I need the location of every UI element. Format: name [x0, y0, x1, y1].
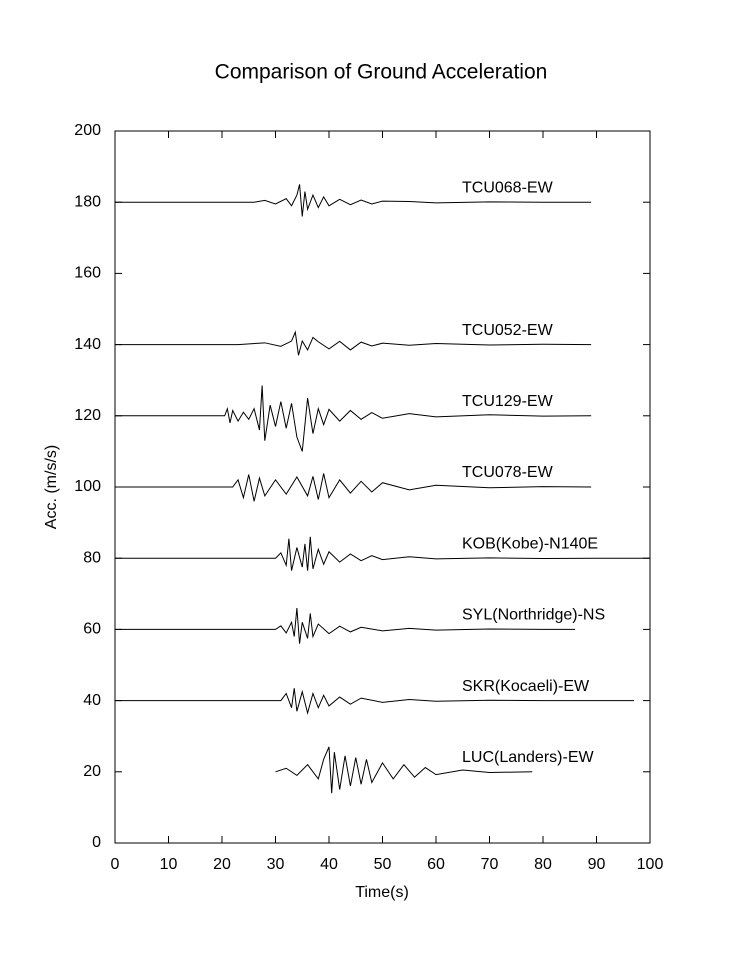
trace [115, 607, 576, 644]
x-tick-label: 80 [534, 856, 552, 873]
trace-label: KOB(Kobe)-N140E [462, 535, 598, 552]
x-tick-label: 40 [320, 856, 338, 873]
y-tick-label: 140 [74, 336, 101, 353]
y-tick-label: 120 [74, 407, 101, 424]
trace [275, 746, 533, 794]
x-tick-label: 10 [160, 856, 178, 873]
y-tick-label: 200 [74, 122, 101, 139]
trace-label: SKR(Kocaeli)-EW [462, 678, 590, 695]
y-tick-label: 100 [74, 478, 101, 495]
x-tick-label: 0 [111, 856, 120, 873]
x-tick-label: 90 [588, 856, 606, 873]
trace [115, 536, 650, 571]
x-tick-label: 60 [427, 856, 445, 873]
trace [115, 688, 634, 716]
y-tick-label: 60 [83, 621, 101, 638]
trace [115, 473, 592, 502]
y-axis-label: Acc. (m/s/s) [43, 445, 60, 529]
trace-label: TCU052-EW [462, 322, 554, 339]
trace [115, 330, 592, 356]
trace-label: TCU129-EW [462, 393, 554, 410]
x-tick-label: 50 [374, 856, 392, 873]
y-tick-label: 180 [74, 193, 101, 210]
chart-title: Comparison of Ground Acceleration [215, 61, 548, 84]
trace-label: LUC(Landers)-EW [462, 749, 594, 766]
y-tick-label: 40 [83, 692, 101, 709]
trace [115, 385, 592, 452]
x-axis-label: Time(s) [355, 884, 409, 901]
trace-label: TCU078-EW [462, 464, 554, 481]
trace-label: SYL(Northridge)-NS [462, 607, 605, 624]
trace [115, 184, 592, 217]
x-tick-label: 100 [637, 856, 664, 873]
y-tick-label: 20 [83, 763, 101, 780]
x-tick-label: 30 [267, 856, 285, 873]
y-tick-label: 160 [74, 265, 101, 282]
y-tick-label: 0 [92, 834, 101, 851]
y-tick-label: 80 [83, 549, 101, 566]
x-tick-label: 70 [481, 856, 499, 873]
trace-label: TCU068-EW [462, 179, 554, 196]
x-tick-label: 20 [213, 856, 231, 873]
